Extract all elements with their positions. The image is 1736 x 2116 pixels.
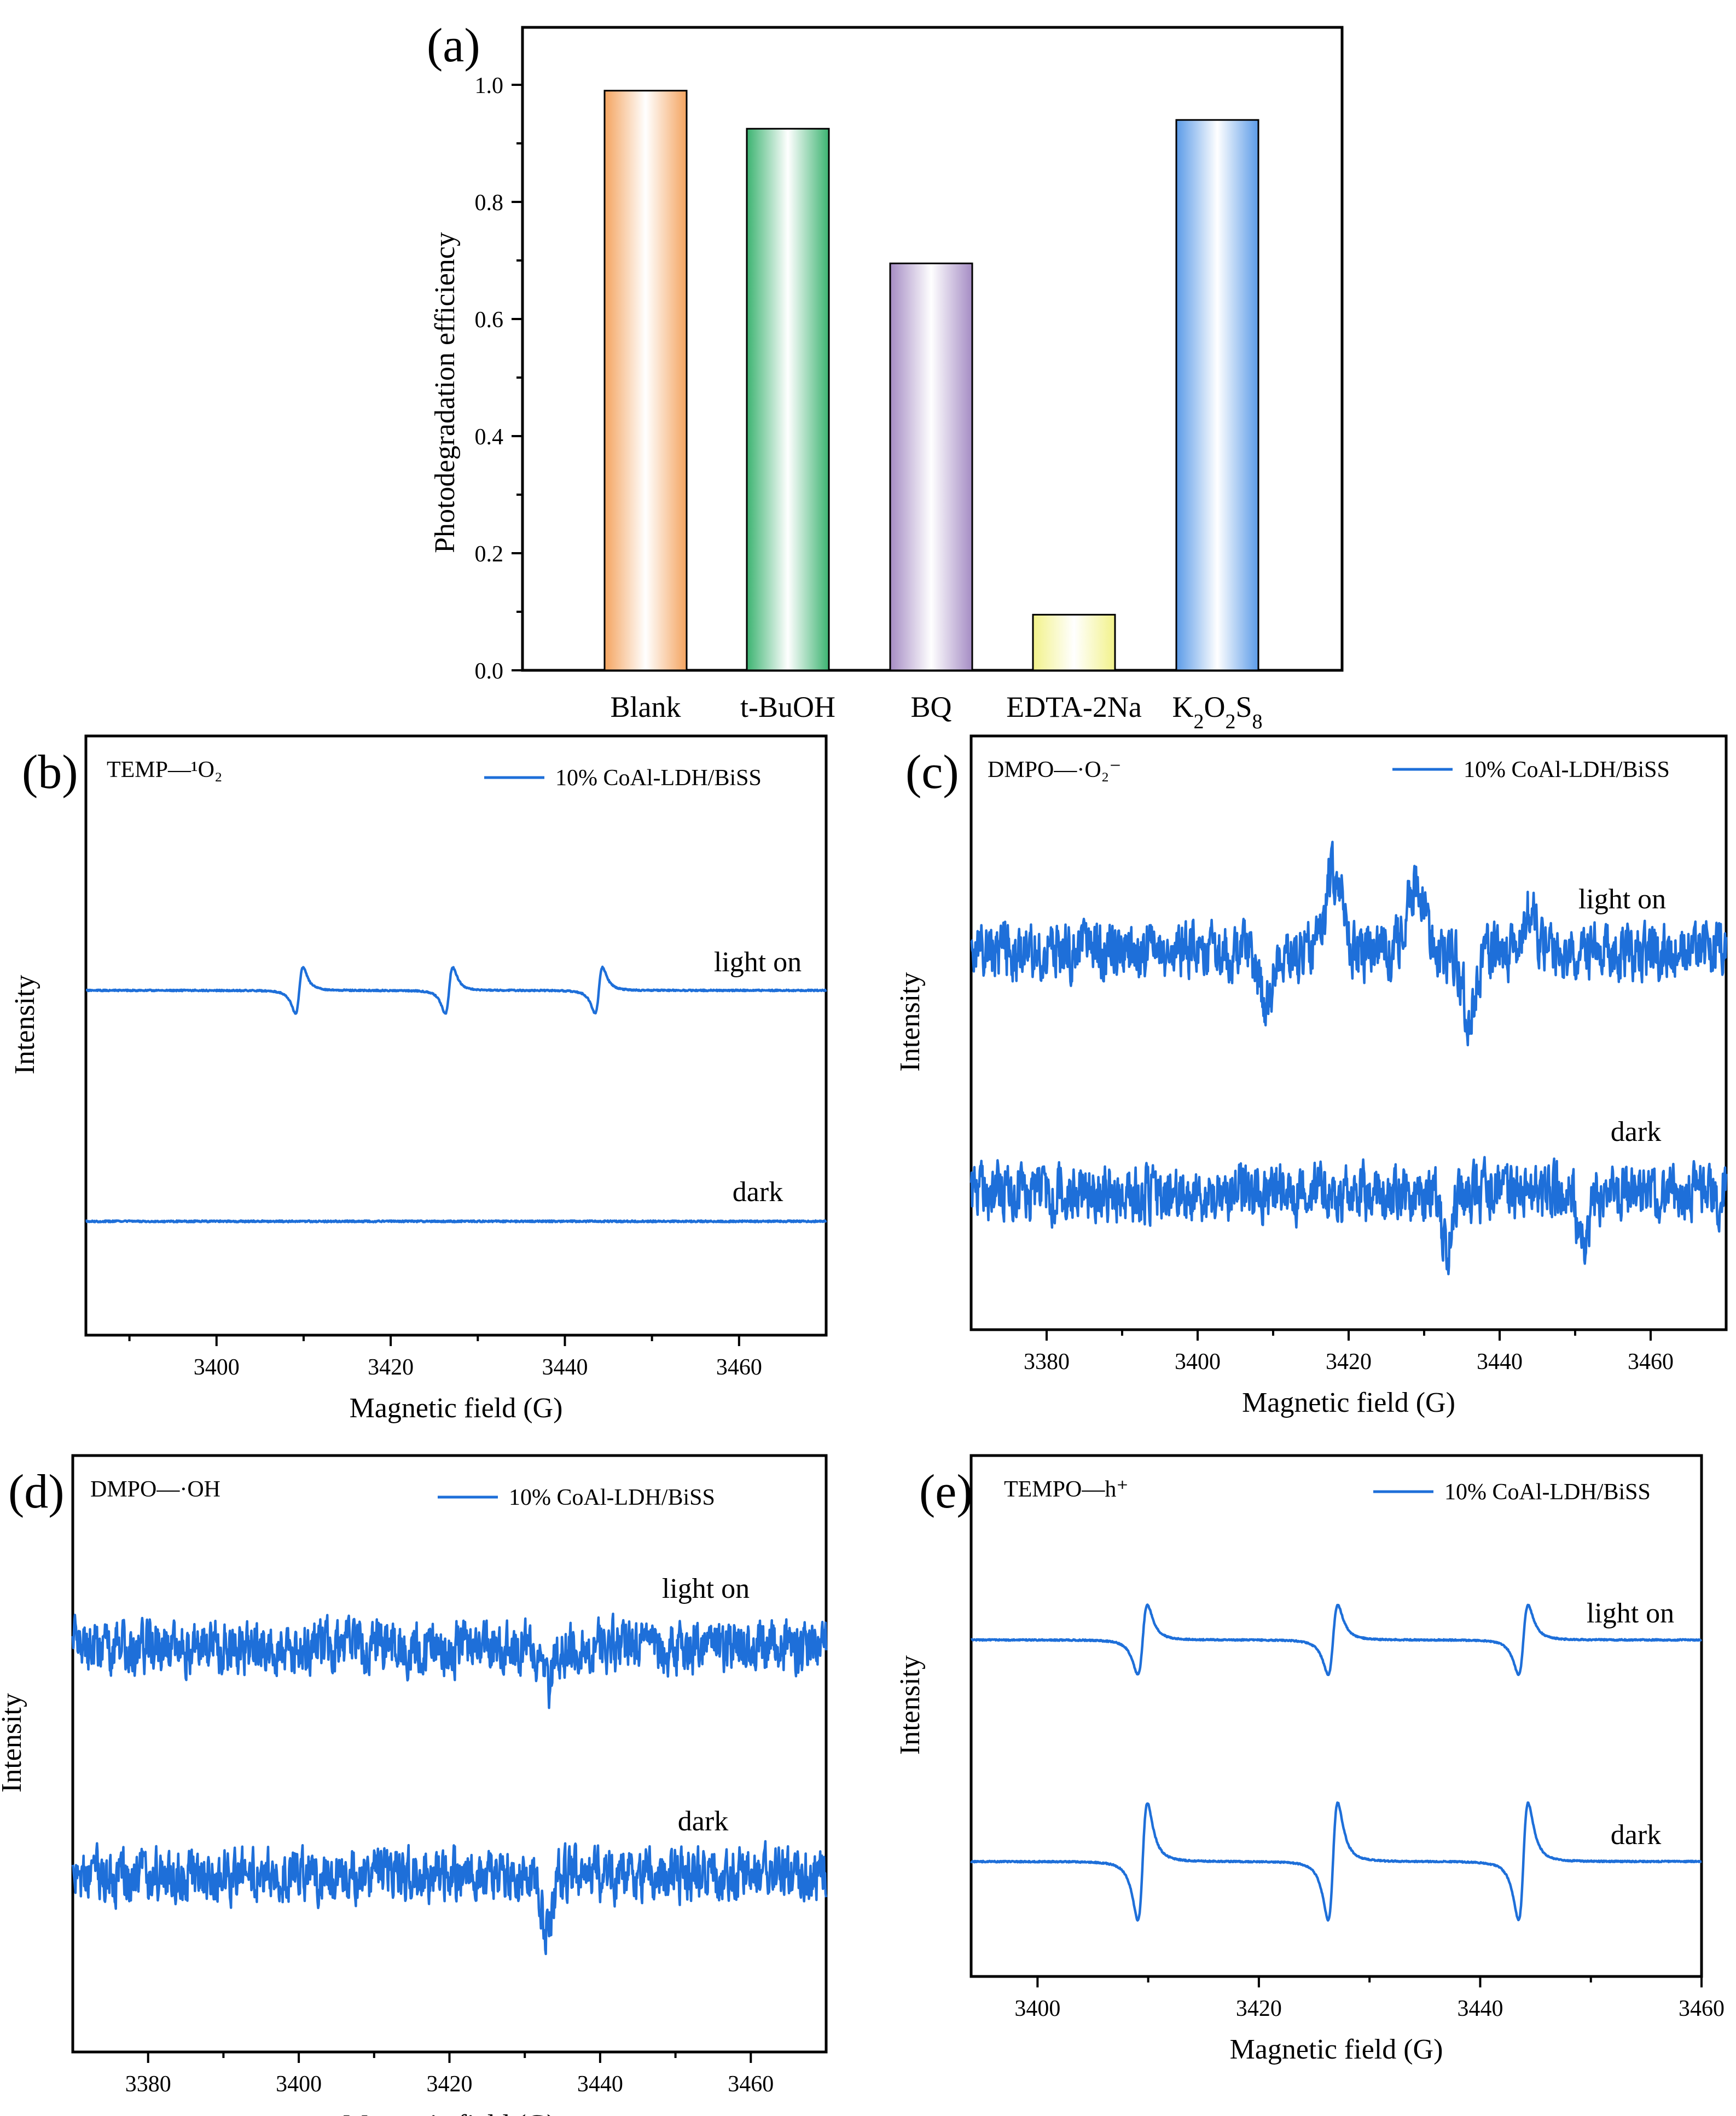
bar-3 <box>1032 613 1116 671</box>
series-label: light on <box>1587 1598 1674 1629</box>
legend-label: 10% CoAl-LDH/BiSS <box>1464 757 1670 782</box>
x-tick-label: K2O2S8 <box>1172 691 1262 733</box>
series-label: dark <box>1611 1819 1661 1851</box>
x-tick-label: 3460 <box>1679 1996 1725 2021</box>
x-tick-label: EDTA-2Na <box>1006 691 1142 723</box>
plot-frame <box>969 1454 1703 1978</box>
x-tick-label: 3380 <box>1024 1349 1070 1375</box>
x-axis-label: Magnetic field (G) <box>350 1393 563 1424</box>
series-line-0 <box>71 1612 828 1709</box>
species-label: DMPO—·OH <box>90 1477 220 1502</box>
x-tick-label: 3400 <box>1014 1996 1060 2021</box>
panel-label: (e) <box>919 1465 973 1518</box>
x-tick-label: 3400 <box>276 2072 322 2097</box>
series-line-1 <box>85 1219 827 1224</box>
x-tick-label: BQ <box>910 691 951 723</box>
species-label: DMPO—·O₂⁻ <box>988 757 1122 782</box>
x-tick-label: 3420 <box>427 2072 473 2097</box>
x-tick-label: 3400 <box>1175 1349 1221 1375</box>
y-tick-label: 0.2 <box>475 542 504 567</box>
series-label: light on <box>662 1573 750 1604</box>
plot-frame <box>71 1454 828 2054</box>
series-label: dark <box>733 1176 783 1208</box>
panel-a: 0.0 0.2 0.4 0.6 0.8 1.0 Photodegradation effic… <box>427 19 1344 733</box>
x-axis-label: Magnetic field (G) <box>343 2109 556 2116</box>
y-axis-label: Photodegradation efficiency <box>429 232 461 553</box>
x-tick-label: 3460 <box>728 2072 774 2097</box>
x-tick-label: 3420 <box>1326 1349 1372 1375</box>
y-axis-label: Intensity <box>9 975 40 1075</box>
x-tick-label: 3460 <box>1628 1349 1674 1375</box>
y-axis-label: Intensity <box>0 1693 27 1793</box>
series-label: dark <box>678 1806 728 1837</box>
x-axis-label: Magnetic field (G) <box>1230 2034 1443 2065</box>
y-tick-label: 0.4 <box>475 425 504 450</box>
series-label: light on <box>1578 884 1666 915</box>
bar-1 <box>746 127 830 671</box>
y-tick-label: 0.6 <box>475 308 504 333</box>
panel-d: 3380 3400 3420 3440 3460 Magnetic field (G) In… <box>0 1454 828 2116</box>
legend-label: 10% CoAl-LDH/BiSS <box>555 766 762 791</box>
panel-label: (d) <box>8 1465 65 1518</box>
x-tick-label: 3440 <box>1457 1996 1503 2021</box>
bar-4 <box>1175 119 1259 671</box>
x-axis-label: Magnetic field (G) <box>1242 1387 1455 1418</box>
y-tick-label: 1.0 <box>475 73 504 98</box>
panel-label: (c) <box>905 746 959 799</box>
species-label: TEMPO—h⁺ <box>1004 1477 1129 1502</box>
bar-2 <box>889 262 973 671</box>
plot-frame <box>969 734 1728 1331</box>
series-label: light on <box>714 947 802 978</box>
panel-b: 3400 3420 3440 3460 Magnetic field (G) Intens… <box>9 734 828 1424</box>
x-tick-label: 3460 <box>716 1355 762 1380</box>
legend-label: 10% CoAl-LDH/BiSS <box>509 1485 715 1510</box>
y-tick-label: 0.8 <box>475 190 504 216</box>
series-line-1 <box>969 1156 1728 1276</box>
x-tick-label: 3420 <box>1236 1996 1282 2021</box>
series-line-0 <box>970 1603 1703 1677</box>
x-tick-label: 3440 <box>1477 1349 1523 1375</box>
bar-0 <box>603 90 688 671</box>
x-tick-label: 3380 <box>125 2072 171 2097</box>
y-axis-label: Intensity <box>895 1655 926 1755</box>
x-tick-label: 3440 <box>577 2072 623 2097</box>
series-line-1 <box>71 1840 828 1956</box>
x-tick-label: t-BuOH <box>740 691 835 723</box>
y-axis-label: Intensity <box>895 972 926 1072</box>
x-tick-label: 3440 <box>542 1355 588 1380</box>
series-line-0 <box>970 840 1728 1047</box>
panel-c: 3380 3400 3420 3440 3460 Magnetic field (G) In… <box>895 734 1728 1418</box>
x-tick-label: 3420 <box>368 1355 414 1380</box>
species-label: TEMP—¹O₂ <box>107 757 223 782</box>
legend-label: 10% CoAl-LDH/BiSS <box>1444 1480 1651 1505</box>
panel-label: (a) <box>427 19 480 72</box>
series-line-0 <box>85 965 827 1015</box>
panel-e: 3400 3420 3440 3460 Magnetic field (G) Intens… <box>895 1454 1725 2065</box>
plot-frame <box>84 734 828 1337</box>
series-line-1 <box>970 1801 1703 1922</box>
y-tick-label: 0.0 <box>475 659 504 684</box>
series-label: dark <box>1611 1116 1661 1147</box>
x-tick-label: Blank <box>611 691 681 723</box>
x-tick-label: 3400 <box>194 1355 240 1380</box>
panel-label: (b) <box>22 746 78 799</box>
